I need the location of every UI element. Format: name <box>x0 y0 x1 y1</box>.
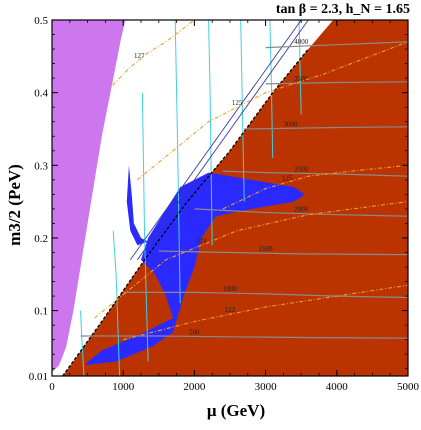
y-tick-label-3: 0.3 <box>34 160 48 172</box>
contour-label-3: 2500 <box>294 165 309 173</box>
contour-500-7 <box>80 335 408 339</box>
vertical-contour-5 <box>240 20 245 202</box>
contour-3000-2 <box>244 126 408 130</box>
vertical-contour-2 <box>141 92 149 362</box>
contour-label-8: 127 <box>134 52 145 60</box>
y-tick-label-2: 0.2 <box>34 233 48 245</box>
vertical-contour-0 <box>80 310 85 376</box>
contour-label-5: 1500 <box>259 245 274 253</box>
contour-label-10: 125 <box>282 174 293 182</box>
x-tick-label-5: 5000 <box>397 381 420 393</box>
chart-title: tan β = 2.3, h_N = 1.65 <box>276 2 410 17</box>
y-tick-label-1: 0.1 <box>34 306 48 318</box>
region-3 <box>126 165 149 246</box>
x-tick-label-4: 4000 <box>326 381 349 393</box>
vertical-contour-3 <box>174 20 181 304</box>
contour-label-1: 3500 <box>294 75 309 83</box>
contour-1500-5 <box>158 250 408 256</box>
x-axis-title: μ (GeV) <box>207 401 265 420</box>
vertical-contour-4 <box>208 20 213 246</box>
contour-label-0: 4000 <box>294 38 309 46</box>
contour-label-12: 122 <box>225 306 236 314</box>
plot-area: 4000 3500 3000 2500 2000 1500 1000 500 127 125 125… <box>52 20 408 376</box>
y-axis-title: m3/2 (PeV) <box>5 164 24 246</box>
contour-125-9 <box>137 41 408 181</box>
y-tick-label-5: 0.5 <box>34 15 48 27</box>
vertical-contour-1 <box>112 230 121 376</box>
contour-1000-6 <box>123 291 408 299</box>
x-tick-label-2: 2000 <box>183 381 206 393</box>
contour-label-2: 3000 <box>284 120 299 128</box>
contour-125-10 <box>222 164 408 210</box>
contour-label-7: 500 <box>189 328 200 336</box>
x-tick-label-1: 1000 <box>112 381 135 393</box>
contour-4000-0 <box>265 41 408 49</box>
y-tick-label-0: 0.01 <box>29 371 48 383</box>
y-tick-label-4: 0.4 <box>34 88 48 100</box>
vertical-contour-6 <box>269 20 274 159</box>
x-tick-label-0: 0 <box>49 381 55 393</box>
contour-label-9: 125 <box>232 99 243 107</box>
region-2 <box>84 172 305 366</box>
boundary-line-0 <box>129 20 302 261</box>
dashed-boundary <box>62 48 309 376</box>
contour-122-12 <box>123 284 408 341</box>
contour-2500-3 <box>222 170 408 177</box>
region-0 <box>52 20 126 373</box>
contour-127-8 <box>112 20 195 86</box>
contour-3500-1 <box>265 81 408 85</box>
boundary-line-1 <box>137 20 309 261</box>
contour-label-4: 2000 <box>294 206 309 214</box>
contour-label-11: 124 <box>196 237 207 245</box>
contour-124-11 <box>94 201 408 319</box>
x-tick-label-3: 3000 <box>255 381 278 393</box>
contour-2000-4 <box>194 208 408 217</box>
contour-label-6: 1000 <box>223 285 238 293</box>
